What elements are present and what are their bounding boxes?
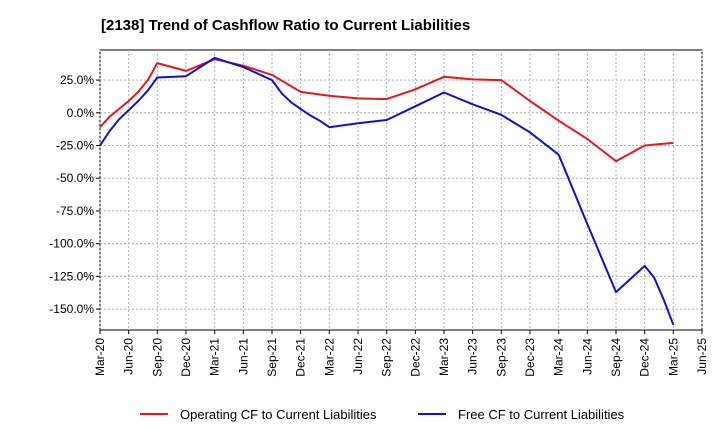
x-tick-label: Dec-20 <box>179 338 193 377</box>
x-tick-label: Mar-20 <box>93 338 107 376</box>
y-tick-label: 25.0% <box>60 73 94 87</box>
y-axis-ticks: 25.0% 0.0% -25.0% -50.0% -75.0% -100.0% -125.0… <box>49 73 100 316</box>
legend-label: Free CF to Current Liabilities <box>458 407 625 422</box>
legend: Operating CF to Current Liabilities Free … <box>140 407 625 422</box>
x-tick-label: Sep-22 <box>380 338 394 377</box>
y-tick-label: -125.0% <box>49 269 94 283</box>
legend-label: Operating CF to Current Liabilities <box>180 407 377 422</box>
x-axis-ticks: Mar-20 Jun-20 Sep-20 Dec-20 Mar-21 Jun-21 Sep-… <box>93 330 709 377</box>
series-lines <box>99 56 675 326</box>
y-tick-label: -75.0% <box>56 204 94 218</box>
y-tick-label: -100.0% <box>49 237 94 251</box>
x-tick-label: Jun-23 <box>466 338 480 375</box>
x-tick-label: Mar-21 <box>208 338 222 376</box>
x-tick-label: Jun-21 <box>236 338 250 375</box>
chart-title: [2138] Trend of Cashflow Ratio to Curren… <box>101 17 470 34</box>
x-tick-label: Sep-23 <box>494 338 508 377</box>
y-tick-label: -150.0% <box>49 302 94 316</box>
plot-area <box>99 49 703 331</box>
y-tick-label: 0.0% <box>67 106 95 120</box>
x-tick-label: Sep-21 <box>265 338 279 377</box>
series-line-operating-cf <box>99 58 674 163</box>
x-tick-label: Sep-24 <box>609 338 623 377</box>
x-tick-label: Dec-24 <box>638 338 652 377</box>
x-tick-label: Dec-23 <box>523 338 537 377</box>
grid-lines <box>99 50 703 330</box>
y-tick-label: -25.0% <box>56 139 94 153</box>
x-tick-label: Mar-22 <box>322 338 336 376</box>
x-tick-label: Mar-25 <box>666 338 680 376</box>
x-tick-label: Sep-20 <box>150 338 164 377</box>
x-tick-label: Dec-22 <box>408 338 422 377</box>
x-tick-label: Jun-20 <box>122 338 136 375</box>
x-tick-label: Mar-23 <box>437 338 451 376</box>
series-line-free-cf <box>99 56 675 326</box>
x-tick-label: Mar-24 <box>552 338 566 376</box>
x-tick-label: Jun-22 <box>351 338 365 375</box>
y-tick-label: -50.0% <box>56 171 94 185</box>
x-tick-label: Jun-25 <box>695 338 709 375</box>
x-tick-label: Jun-24 <box>580 338 594 375</box>
x-tick-label: Dec-21 <box>294 338 308 377</box>
